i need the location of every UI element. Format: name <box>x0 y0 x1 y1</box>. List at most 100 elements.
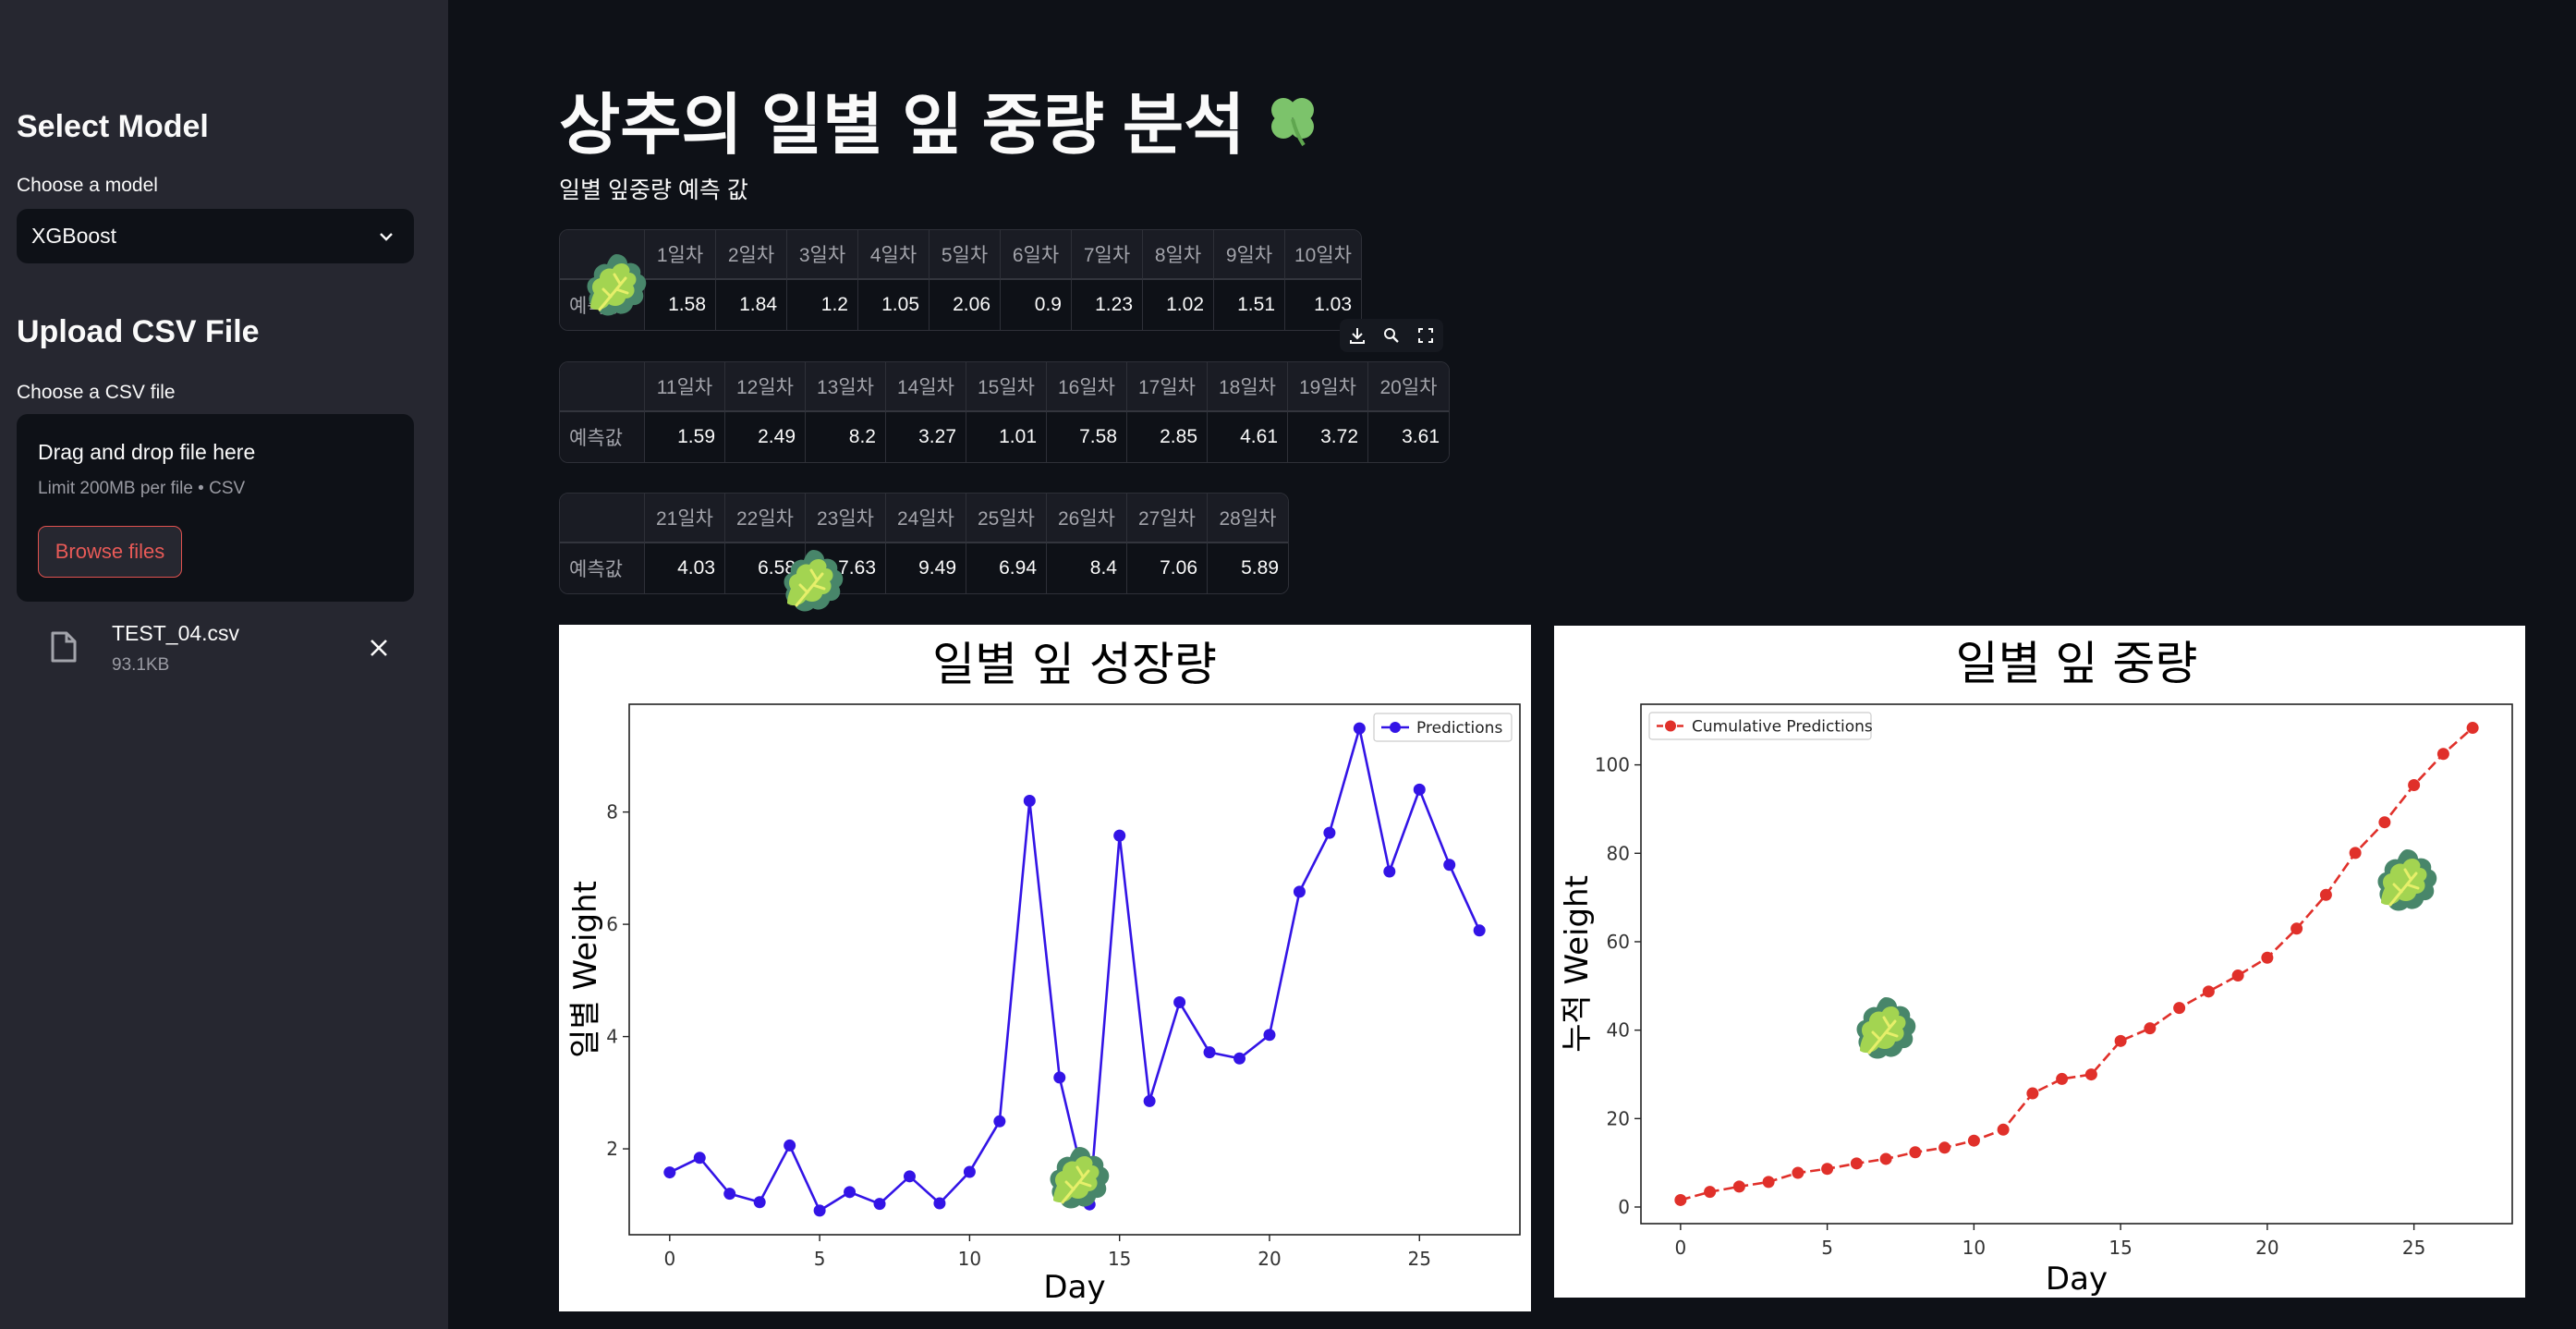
column-header[interactable]: 17일차 <box>1127 362 1208 412</box>
table-cell[interactable]: 2.06 <box>930 280 1001 330</box>
column-header[interactable]: 15일차 <box>966 362 1047 412</box>
data-point <box>693 1152 706 1164</box>
column-header[interactable]: 14일차 <box>886 362 966 412</box>
search-icon[interactable] <box>1382 326 1401 345</box>
data-point <box>1383 865 1396 878</box>
table-cell[interactable]: 1.51 <box>1214 280 1285 330</box>
column-header[interactable]: 21일차 <box>645 494 725 543</box>
table-cell[interactable]: 7.58 <box>1047 412 1127 462</box>
y-tick-label: 100 <box>1595 754 1630 776</box>
data-point <box>1233 1052 1246 1065</box>
data-point <box>2084 1068 2097 1081</box>
table-cell[interactable]: 0.9 <box>1001 280 1072 330</box>
legend-box <box>1648 712 1872 740</box>
y-tick-label: 80 <box>1607 842 1630 864</box>
table-cell[interactable]: 5.89 <box>1208 543 1288 593</box>
table-cell[interactable]: 2.85 <box>1127 412 1208 462</box>
table-cell[interactable]: 3.61 <box>1368 412 1449 462</box>
plot-frame <box>628 703 1521 1236</box>
table-cell[interactable]: 1.2 <box>787 280 858 330</box>
column-header[interactable]: 16일차 <box>1047 362 1127 412</box>
column-header[interactable]: 24일차 <box>886 494 966 543</box>
column-header[interactable]: 18일차 <box>1208 362 1288 412</box>
fullscreen-icon[interactable] <box>1416 326 1435 345</box>
file-dropzone[interactable]: Drag and drop file here Limit 200MB per … <box>17 414 414 602</box>
remove-file-close-icon[interactable] <box>369 638 389 658</box>
table-cell[interactable]: 4.61 <box>1208 412 1288 462</box>
download-icon[interactable] <box>1348 326 1367 345</box>
table-cell[interactable]: 2.49 <box>725 412 806 462</box>
x-tick-label: 10 <box>958 1248 981 1270</box>
table-cell[interactable]: 3.27 <box>886 412 966 462</box>
uploaded-file-name: TEST_04.csv <box>112 621 240 645</box>
table-cell[interactable]: 1.23 <box>1072 280 1143 330</box>
column-header[interactable]: 27일차 <box>1127 494 1208 543</box>
prediction-table[interactable]: 1일차2일차3일차4일차5일차6일차7일차8일차9일차10일차예측값1.581.… <box>559 229 1362 331</box>
column-header[interactable]: 3일차 <box>787 230 858 280</box>
column-header[interactable]: 20일차 <box>1368 362 1449 412</box>
prediction-table[interactable]: 21일차 22일차 23일차 24일차 25일차 26일차 27일차 28일차 예측값 4.03 6… <box>559 493 1289 594</box>
table-cell[interactable]: 8.4 <box>1047 543 1127 593</box>
column-header[interactable]: 12일차 <box>725 362 806 412</box>
data-point <box>1879 1152 1892 1165</box>
column-header[interactable]: 6일차 <box>1001 230 1072 280</box>
table-cell[interactable]: 4.03 <box>645 543 725 593</box>
column-header[interactable]: 4일차 <box>858 230 930 280</box>
table-cell[interactable]: 1.01 <box>966 412 1047 462</box>
page-title-text: 상추의 일별 잎 중량 분석 <box>559 89 1245 163</box>
column-header[interactable]: 23일차 <box>806 494 886 543</box>
row-label: 예측값 <box>560 412 645 462</box>
prediction-table[interactable]: 11일차 12일차 13일차 14일차 15일차 16일차 17일차 18일차 19일차 20일차… <box>559 361 1450 463</box>
x-axis-label: Day <box>2046 1261 2108 1298</box>
x-axis-label: Day <box>1043 1269 1105 1306</box>
table-cell[interactable]: 1.02 <box>1143 280 1214 330</box>
data-point <box>1023 794 1036 807</box>
column-header[interactable]: 1일차 <box>645 230 716 280</box>
shamrock-icon <box>1271 97 1315 146</box>
column-header[interactable]: 22일차 <box>725 494 806 543</box>
data-point <box>1674 1193 1687 1206</box>
column-header[interactable]: 5일차 <box>930 230 1001 280</box>
series-line <box>1680 726 2473 1201</box>
data-point <box>2261 951 2274 964</box>
data-point <box>1938 1141 1951 1154</box>
column-header[interactable]: 8일차 <box>1143 230 1214 280</box>
table-cell[interactable]: 1.05 <box>858 280 930 330</box>
x-tick-label: 15 <box>2108 1237 2132 1259</box>
chart-title: 일별 잎 중량 <box>1956 637 2198 690</box>
table-cell[interactable]: 1.84 <box>716 280 787 330</box>
data-point <box>2144 1022 2157 1035</box>
data-point <box>1293 885 1306 898</box>
data-point <box>1323 826 1336 839</box>
column-header[interactable]: 10일차 <box>1285 230 1361 280</box>
column-header[interactable]: 25일차 <box>966 494 1047 543</box>
column-header[interactable]: 13일차 <box>806 362 886 412</box>
column-header[interactable]: 9일차 <box>1214 230 1285 280</box>
column-header[interactable]: 7일차 <box>1072 230 1143 280</box>
lettuce-icon <box>1042 1143 1116 1217</box>
column-header[interactable]: 19일차 <box>1288 362 1368 412</box>
daily-growth-chart: 일별 잎 성장량 0 5 10 15 20 25 2 4 6 8 Day 일별 Weight Predic… <box>559 625 1531 1311</box>
table-cell[interactable]: 7.06 <box>1127 543 1208 593</box>
column-header[interactable]: 2일차 <box>716 230 787 280</box>
subtitle: 일별 잎중량 예측 값 <box>559 177 748 203</box>
table-cell[interactable]: 8.2 <box>806 412 886 462</box>
data-point <box>2436 748 2449 761</box>
data-point <box>1732 1180 1745 1193</box>
data-point <box>2231 969 2244 982</box>
choose-model-label: Choose a model <box>17 175 158 196</box>
data-point <box>933 1197 946 1210</box>
table-cell[interactable]: 6.94 <box>966 543 1047 593</box>
column-header[interactable]: 26일차 <box>1047 494 1127 543</box>
table-cell[interactable]: 1.58 <box>645 280 716 330</box>
column-header[interactable]: 28일차 <box>1208 494 1288 543</box>
sidebar: Select Model Choose a model XGBoost Uplo… <box>0 0 448 1329</box>
column-header[interactable]: 11일차 <box>645 362 725 412</box>
browse-files-button[interactable]: Browse files <box>38 526 182 578</box>
table-cell[interactable]: 9.49 <box>886 543 966 593</box>
data-point <box>1113 829 1126 842</box>
data-point <box>873 1198 886 1211</box>
table-cell[interactable]: 3.72 <box>1288 412 1368 462</box>
table-cell[interactable]: 1.59 <box>645 412 725 462</box>
model-select[interactable]: XGBoost <box>17 209 414 263</box>
